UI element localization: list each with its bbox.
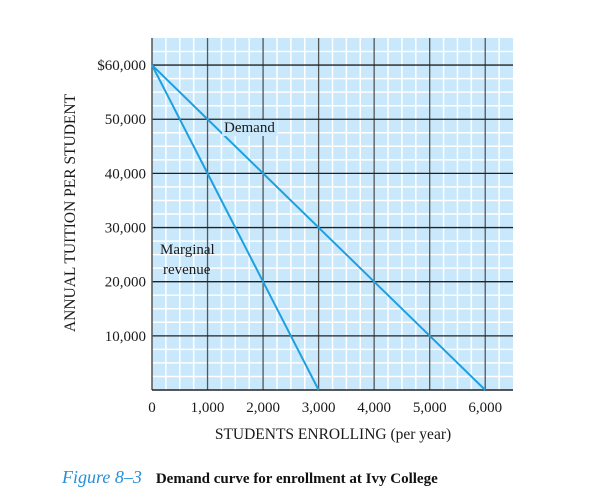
x-tick-label: 1,000: [191, 400, 225, 416]
y-tick-label: 20,000: [105, 275, 146, 291]
series-line-marginal-revenue: [151, 64, 320, 391]
y-axis-label: ANNUAL TUITION PER STUDENT: [62, 93, 79, 332]
demand-label: Demand: [224, 120, 275, 136]
demand-label-background: [222, 120, 278, 136]
y-tick-label: 10,000: [105, 329, 146, 345]
x-tick-label: 5,000: [413, 400, 447, 416]
x-tick-label: 6,000: [468, 400, 502, 416]
y-tick-label: 50,000: [105, 112, 146, 128]
y-tick-label: $60,000: [97, 58, 146, 74]
y-tick-label: 30,000: [105, 221, 146, 237]
marginal-revenue-label-line1: Marginal: [160, 242, 215, 258]
x-tick-label: 3,000: [302, 400, 336, 416]
x-axis-label: STUDENTS ENROLLING (per year): [215, 426, 451, 443]
figure-number: Figure 8–3: [62, 467, 142, 487]
x-tick-label: 4,000: [357, 400, 391, 416]
caption-text: Demand curve for enrollment at Ivy Colle…: [155, 471, 438, 487]
y-tick-label: 40,000: [105, 166, 146, 182]
demand-chart: 0 1,000 2,000 3,000 4,000 5,000 6,000 10,000 20,…: [62, 38, 513, 443]
x-tick-label: 0: [148, 400, 156, 416]
x-tick-label: 2,000: [246, 400, 280, 416]
marginal-revenue-label-line2: revenue: [163, 262, 211, 278]
series-line-demand: [151, 64, 486, 391]
figure-caption: Figure 8–3 Demand curve for enrollment at…: [62, 467, 438, 488]
